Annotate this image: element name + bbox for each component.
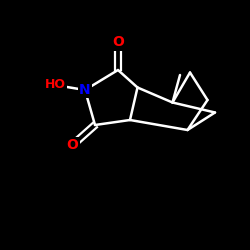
Text: HO: HO	[44, 78, 66, 92]
Text: O: O	[112, 36, 124, 50]
Text: O: O	[66, 138, 78, 152]
Text: N: N	[79, 83, 91, 97]
